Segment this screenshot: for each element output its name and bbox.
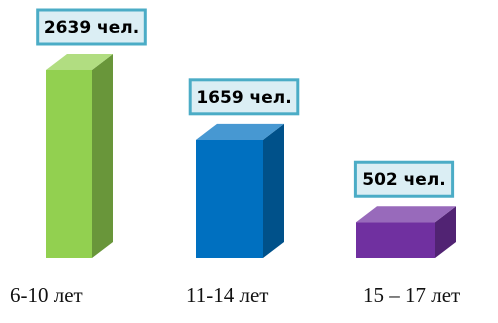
category-label-2: 11-14 лет [186,283,268,307]
data-labels-layer: 2639 чел. 1659 чел. 502 чел. [36,8,455,198]
data-label-text: 2639 чел. [44,18,139,38]
data-label-box [36,8,147,46]
bars-layer [46,54,456,258]
data-label-box [188,78,300,116]
bar-side-face [263,123,284,258]
category-label-3: 15 – 17 лет [363,283,460,307]
bar-top-face [356,206,456,223]
data-label-text: 502 чел. [362,170,446,190]
bar-front-face [196,139,263,258]
bar-3 [356,206,456,258]
data-label-3: 502 чел. [353,160,455,198]
bar-2 [196,123,284,258]
data-label-2: 1659 чел. [188,78,300,116]
category-label-1: 6-10 лет [10,283,83,307]
bar-side-face [435,206,456,258]
bar-top-face [196,123,284,140]
bar-top-face [46,54,113,70]
data-label-box [353,160,455,198]
data-label-text: 1659 чел. [196,88,291,108]
bar-1 [46,54,113,258]
bar-front-face [356,222,435,258]
data-label-1: 2639 чел. [36,8,147,46]
bar-front-face [46,70,92,258]
bar-side-face [92,54,113,258]
category-labels-layer: 6-10 лет 11-14 лет 15 – 17 лет [10,283,460,307]
